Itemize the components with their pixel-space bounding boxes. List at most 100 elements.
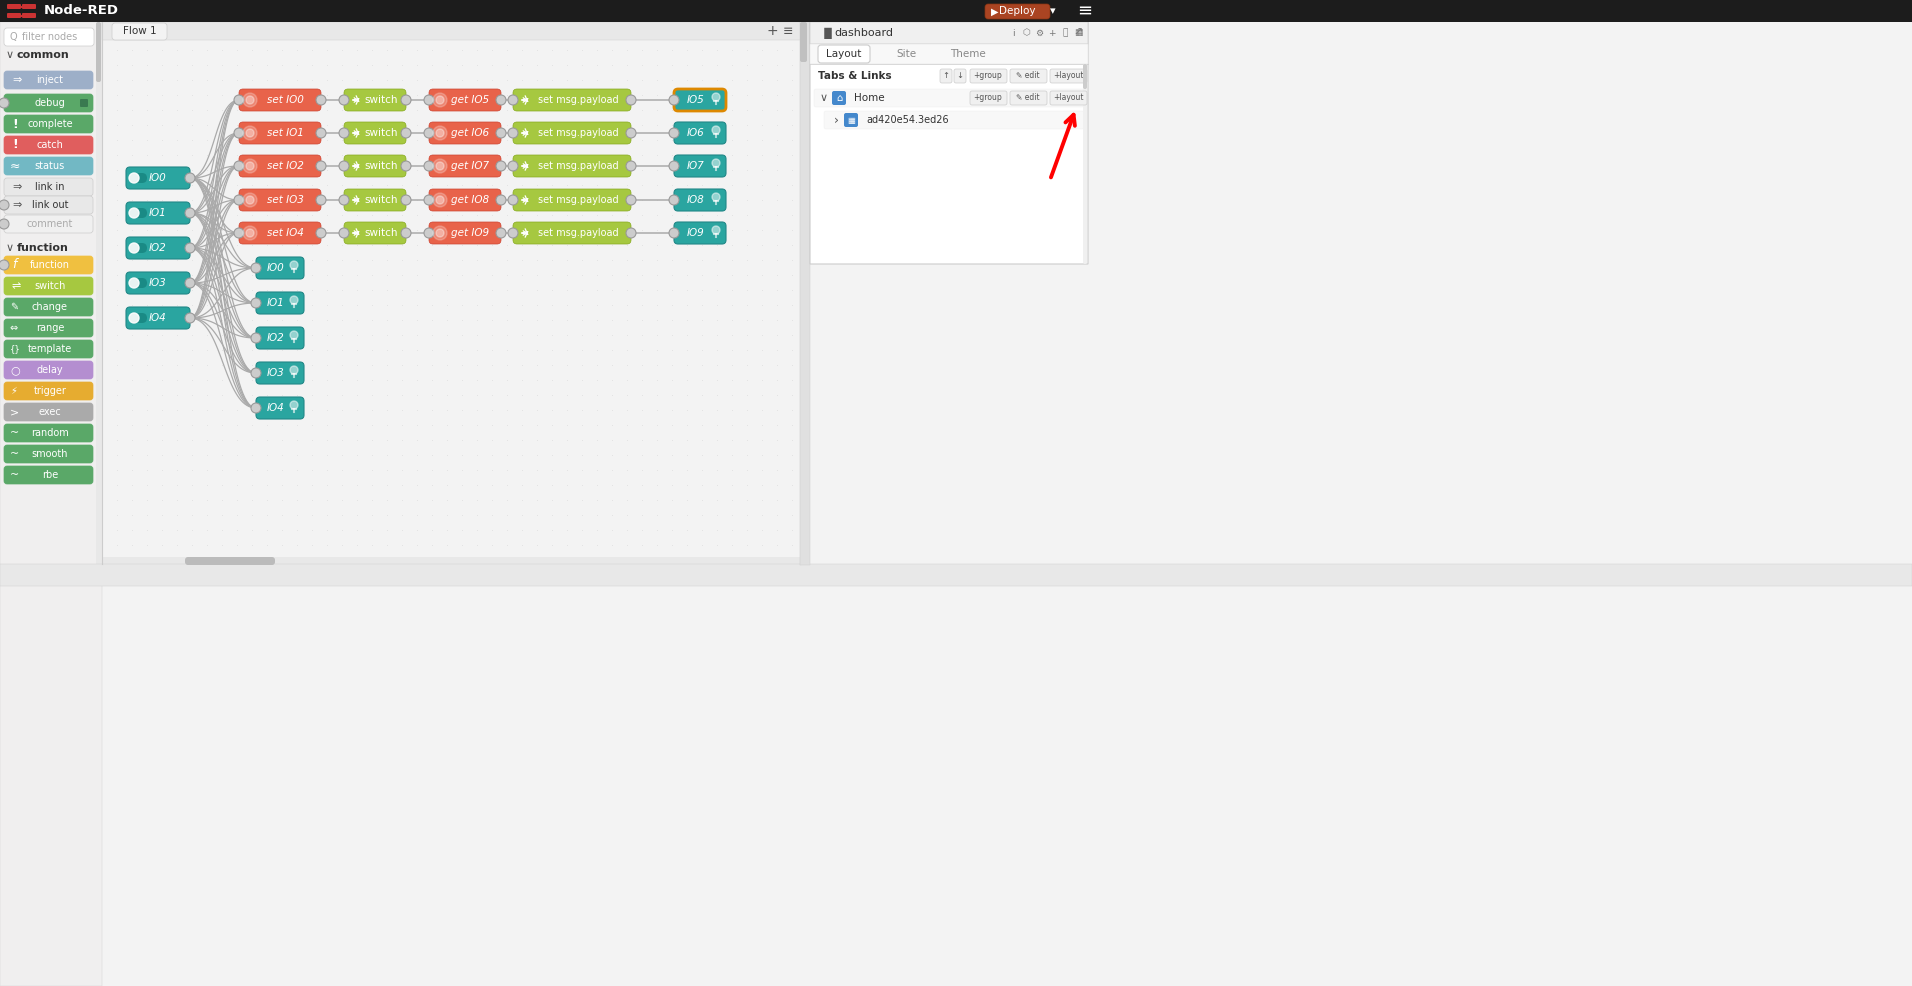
Circle shape bbox=[185, 173, 195, 183]
FancyBboxPatch shape bbox=[128, 243, 147, 253]
Circle shape bbox=[509, 128, 518, 138]
FancyBboxPatch shape bbox=[4, 319, 94, 337]
Circle shape bbox=[0, 200, 10, 210]
FancyBboxPatch shape bbox=[824, 111, 1084, 129]
Circle shape bbox=[250, 333, 262, 343]
Text: ✎ edit: ✎ edit bbox=[1015, 94, 1040, 103]
Circle shape bbox=[243, 93, 256, 107]
Text: ›: › bbox=[834, 113, 839, 126]
Circle shape bbox=[402, 195, 411, 205]
Text: complete: complete bbox=[27, 119, 73, 129]
FancyBboxPatch shape bbox=[344, 122, 405, 144]
Circle shape bbox=[185, 208, 195, 218]
FancyBboxPatch shape bbox=[185, 557, 275, 565]
Circle shape bbox=[432, 93, 447, 107]
Circle shape bbox=[233, 95, 245, 105]
FancyBboxPatch shape bbox=[4, 178, 94, 196]
Text: IO8: IO8 bbox=[686, 195, 706, 205]
FancyBboxPatch shape bbox=[941, 69, 952, 83]
Text: Tabs & Links: Tabs & Links bbox=[818, 71, 891, 81]
Circle shape bbox=[233, 195, 245, 205]
Circle shape bbox=[625, 161, 637, 171]
Circle shape bbox=[243, 193, 256, 207]
Circle shape bbox=[291, 261, 298, 269]
Text: Layout: Layout bbox=[826, 49, 862, 59]
Text: ▾: ▾ bbox=[1050, 7, 1055, 17]
Circle shape bbox=[247, 196, 254, 204]
Circle shape bbox=[338, 128, 350, 138]
Text: IO4: IO4 bbox=[149, 313, 166, 323]
Circle shape bbox=[128, 208, 140, 218]
FancyBboxPatch shape bbox=[4, 115, 94, 133]
Text: ▐▌: ▐▌ bbox=[820, 28, 837, 38]
Circle shape bbox=[495, 95, 507, 105]
Circle shape bbox=[243, 159, 256, 173]
FancyBboxPatch shape bbox=[256, 362, 304, 384]
Text: ∨: ∨ bbox=[820, 93, 828, 103]
Circle shape bbox=[0, 219, 10, 229]
Text: ~: ~ bbox=[10, 428, 19, 438]
Circle shape bbox=[711, 159, 721, 167]
Text: debug: debug bbox=[34, 98, 65, 108]
Circle shape bbox=[711, 93, 721, 101]
Circle shape bbox=[315, 195, 327, 205]
Text: Node-RED: Node-RED bbox=[44, 5, 119, 18]
FancyBboxPatch shape bbox=[512, 155, 631, 177]
FancyBboxPatch shape bbox=[101, 22, 801, 40]
FancyBboxPatch shape bbox=[126, 272, 189, 294]
FancyBboxPatch shape bbox=[101, 557, 801, 565]
Circle shape bbox=[402, 161, 411, 171]
Circle shape bbox=[0, 98, 10, 108]
FancyBboxPatch shape bbox=[4, 445, 94, 463]
FancyBboxPatch shape bbox=[4, 403, 94, 421]
FancyBboxPatch shape bbox=[675, 155, 727, 177]
Text: set IO3: set IO3 bbox=[266, 195, 304, 205]
FancyBboxPatch shape bbox=[4, 466, 94, 484]
Circle shape bbox=[436, 196, 444, 204]
FancyBboxPatch shape bbox=[256, 327, 304, 349]
FancyBboxPatch shape bbox=[256, 397, 304, 419]
Text: get IO5: get IO5 bbox=[451, 95, 489, 105]
Text: +layout: +layout bbox=[1054, 94, 1084, 103]
Circle shape bbox=[315, 128, 327, 138]
FancyBboxPatch shape bbox=[4, 298, 94, 316]
Circle shape bbox=[669, 195, 679, 205]
Text: >: > bbox=[10, 407, 19, 417]
FancyBboxPatch shape bbox=[4, 256, 94, 274]
Circle shape bbox=[509, 95, 518, 105]
FancyBboxPatch shape bbox=[239, 222, 321, 244]
Text: switch: switch bbox=[365, 161, 398, 171]
Circle shape bbox=[625, 95, 637, 105]
Circle shape bbox=[291, 366, 298, 374]
Text: switch: switch bbox=[365, 228, 398, 238]
Text: inject: inject bbox=[36, 75, 63, 85]
Circle shape bbox=[711, 126, 721, 134]
Circle shape bbox=[509, 228, 518, 238]
Circle shape bbox=[233, 161, 245, 171]
Text: function: function bbox=[31, 260, 71, 270]
Circle shape bbox=[436, 162, 444, 170]
Text: switch: switch bbox=[365, 195, 398, 205]
Text: Deploy: Deploy bbox=[998, 7, 1034, 17]
Circle shape bbox=[495, 195, 507, 205]
FancyBboxPatch shape bbox=[344, 155, 405, 177]
Circle shape bbox=[247, 129, 254, 137]
FancyBboxPatch shape bbox=[1010, 69, 1048, 83]
FancyBboxPatch shape bbox=[239, 122, 321, 144]
Text: rbe: rbe bbox=[42, 470, 57, 480]
Circle shape bbox=[315, 228, 327, 238]
Circle shape bbox=[315, 161, 327, 171]
Text: ⬡: ⬡ bbox=[1023, 29, 1031, 37]
FancyBboxPatch shape bbox=[4, 424, 94, 442]
FancyBboxPatch shape bbox=[128, 313, 147, 323]
FancyBboxPatch shape bbox=[969, 69, 1008, 83]
FancyBboxPatch shape bbox=[832, 91, 845, 105]
Text: filter nodes: filter nodes bbox=[23, 32, 76, 42]
Circle shape bbox=[128, 313, 140, 323]
FancyBboxPatch shape bbox=[818, 45, 870, 63]
Circle shape bbox=[669, 161, 679, 171]
Text: ⇔: ⇔ bbox=[10, 323, 17, 333]
Text: set msg.payload: set msg.payload bbox=[537, 95, 618, 105]
Text: i: i bbox=[1011, 29, 1013, 37]
Text: +group: +group bbox=[973, 94, 1002, 103]
